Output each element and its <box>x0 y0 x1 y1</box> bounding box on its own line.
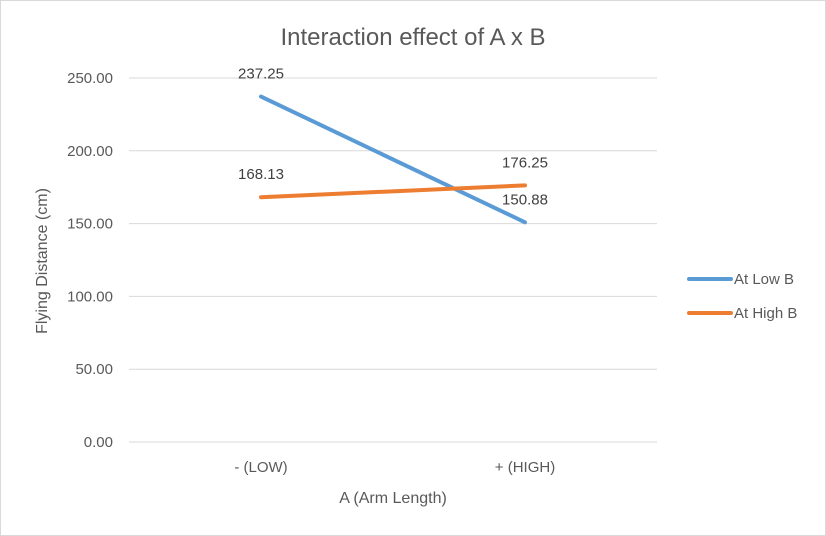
series-lines <box>259 94 527 225</box>
y-tick-label: 250.00 <box>67 70 113 87</box>
y-tick-label: 50.00 <box>75 361 113 378</box>
chart-title: Interaction effect of A x B <box>280 24 545 51</box>
y-axis-label: Flying Distance (cm) <box>34 188 51 334</box>
y-axis-ticks: 0.00 50.00 100.00 150.00 200.00 250.00 <box>67 70 113 451</box>
data-label: 168.13 <box>238 166 284 183</box>
y-tick-label: 100.00 <box>67 288 113 305</box>
y-tick-label: 0.00 <box>84 434 113 451</box>
data-label: 150.88 <box>502 191 548 208</box>
legend: At Low B At High B <box>687 271 797 322</box>
data-label: 176.25 <box>502 154 548 171</box>
x-tick-label: + (HIGH) <box>495 459 555 476</box>
series-line-low-b <box>259 94 527 225</box>
data-label: 237.25 <box>238 66 284 83</box>
x-axis-ticks: - (LOW) + (HIGH) <box>234 459 555 476</box>
x-tick-label: - (LOW) <box>234 459 287 476</box>
gridlines <box>129 77 657 443</box>
legend-label: At Low B <box>734 271 794 288</box>
x-axis-label: A (Arm Length) <box>339 490 447 507</box>
legend-label: At High B <box>734 305 797 322</box>
y-tick-label: 150.00 <box>67 216 113 233</box>
data-labels: 237.25 150.88 168.13 176.25 <box>238 66 548 209</box>
y-tick-label: 200.00 <box>67 143 113 160</box>
series-line-high-b <box>259 183 527 200</box>
